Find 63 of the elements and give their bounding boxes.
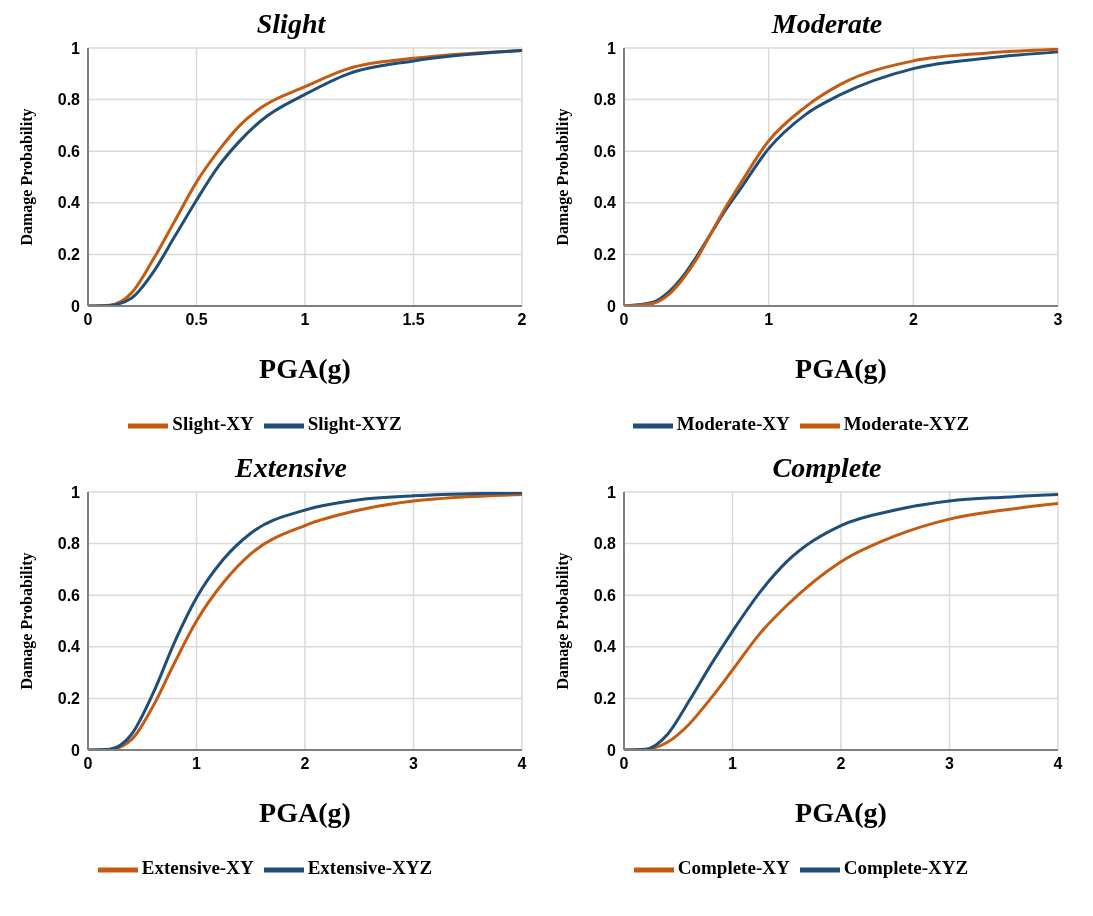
y-tick-label: 0	[71, 297, 81, 315]
x-tick-label: 0	[619, 755, 629, 773]
x-tick-label: 1	[192, 755, 202, 773]
x-tick-label: 2	[300, 755, 310, 773]
y-tick-label: 0.4	[57, 638, 81, 656]
y-axis-title: Damage Probability	[17, 108, 36, 246]
y-tick-label: 1	[71, 39, 81, 57]
y-tick-label: 0.2	[57, 690, 81, 708]
y-tick-label: 1	[71, 483, 81, 501]
y-tick-label: 1	[607, 39, 617, 57]
x-tick-label: 4	[1053, 755, 1063, 773]
y-axis-title: Damage Probability	[17, 552, 36, 690]
x-tick-label: 3	[409, 755, 419, 773]
x-axis-title: PGA(g)	[259, 797, 351, 828]
x-tick-label: 4	[517, 755, 527, 773]
x-axis-title: PGA(g)	[259, 353, 351, 384]
x-axis-title: PGA(g)	[795, 353, 887, 384]
y-tick-label: 0.6	[57, 142, 81, 160]
y-tick-label: 0.4	[57, 194, 81, 212]
x-tick-label: 1	[300, 311, 310, 329]
x-tick-label: 0	[83, 311, 93, 329]
legend-label: Slight-XYZ	[307, 413, 402, 435]
x-tick-label: 3	[1053, 311, 1063, 329]
chart-title: Slight	[256, 8, 326, 39]
legend-label: Moderate-XYZ	[843, 413, 970, 435]
legend-label: Moderate-XY	[676, 413, 790, 435]
legend-label: Complete-XY	[677, 857, 790, 879]
y-axis-title: Damage Probability	[553, 552, 572, 690]
y-tick-label: 1	[607, 483, 617, 501]
x-tick-label: 3	[945, 755, 955, 773]
y-tick-label: 0.6	[57, 586, 81, 604]
chart-title: Extensive	[235, 452, 347, 483]
x-axis-title: PGA(g)	[795, 797, 887, 828]
y-tick-label: 0.8	[57, 535, 81, 553]
x-tick-label: 2	[836, 755, 846, 773]
x-tick-label: 0.5	[185, 311, 208, 329]
y-tick-label: 0.2	[57, 246, 81, 264]
y-tick-label: 0.6	[593, 142, 617, 160]
y-tick-label: 0	[71, 741, 81, 759]
x-tick-label: 1	[764, 311, 774, 329]
legend-label: Slight-XY	[172, 413, 254, 435]
x-tick-label: 1	[728, 755, 738, 773]
x-tick-label: 1.5	[402, 311, 425, 329]
y-tick-label: 0.6	[593, 586, 617, 604]
legend-label: Extensive-XY	[141, 857, 254, 879]
legend-label: Extensive-XYZ	[307, 857, 433, 879]
legend-label: Complete-XYZ	[843, 857, 969, 879]
y-tick-label: 0.8	[57, 91, 81, 109]
x-tick-label: 2	[517, 311, 527, 329]
y-tick-label: 0	[607, 297, 617, 315]
y-tick-label: 0.8	[593, 535, 617, 553]
y-tick-label: 0	[607, 741, 617, 759]
y-tick-label: 0.4	[593, 638, 617, 656]
y-tick-label: 0.8	[593, 91, 617, 109]
chart-title: Moderate	[771, 8, 883, 39]
y-axis-title: Damage Probability	[553, 108, 572, 246]
y-tick-label: 0.2	[593, 246, 617, 264]
x-tick-label: 2	[908, 311, 918, 329]
chart-title: Complete	[772, 452, 882, 483]
y-tick-label: 0.2	[593, 690, 617, 708]
x-tick-label: 0	[83, 755, 93, 773]
x-tick-label: 0	[619, 311, 629, 329]
y-tick-label: 0.4	[593, 194, 617, 212]
